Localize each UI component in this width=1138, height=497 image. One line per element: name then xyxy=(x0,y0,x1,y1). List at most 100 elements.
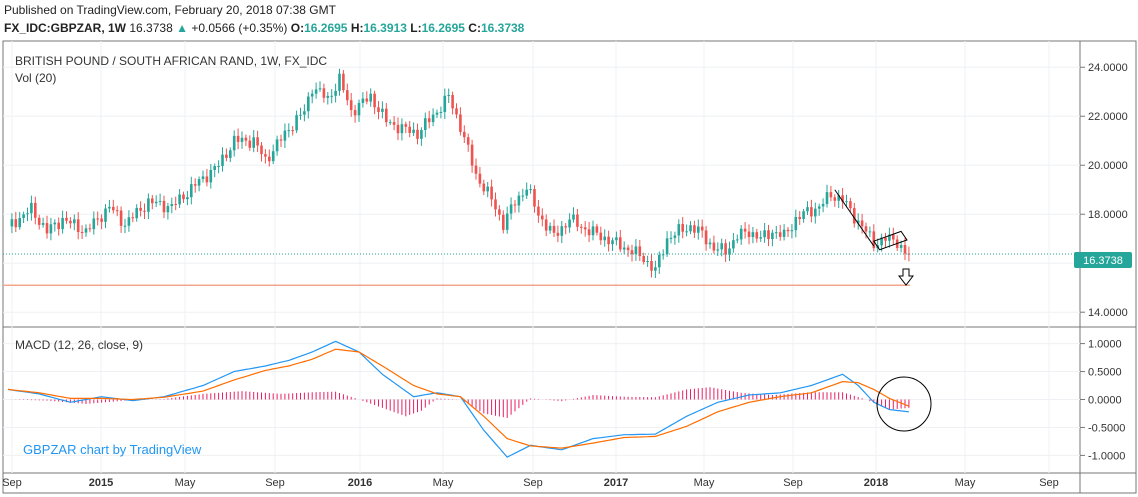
down-candle xyxy=(237,136,240,142)
down-candle xyxy=(65,218,68,221)
down-candle xyxy=(225,155,228,158)
down-candle xyxy=(713,243,716,251)
down-candle xyxy=(264,154,267,157)
up-candle xyxy=(272,151,275,161)
up-candle xyxy=(561,226,564,236)
down-candle xyxy=(479,174,482,184)
down-candle xyxy=(256,137,259,145)
up-candle xyxy=(334,91,337,96)
up-candle xyxy=(124,226,127,227)
up-candle xyxy=(814,209,817,217)
down-candle xyxy=(627,248,630,251)
up-candle xyxy=(900,245,903,248)
down-candle xyxy=(120,211,123,226)
down-candle xyxy=(81,232,84,233)
down-candle xyxy=(206,176,209,182)
up-candle xyxy=(147,198,150,211)
up-candle xyxy=(159,201,162,202)
up-candle xyxy=(315,89,318,93)
up-candle xyxy=(763,230,766,237)
up-candle xyxy=(128,217,131,225)
up-candle xyxy=(135,208,138,218)
down-candle xyxy=(514,204,517,205)
down-candle xyxy=(96,218,99,219)
down-candle xyxy=(865,226,868,231)
up-candle xyxy=(73,219,76,223)
down-candle xyxy=(705,230,708,244)
up-candle xyxy=(740,229,743,240)
down-candle xyxy=(748,232,751,237)
up-candle xyxy=(412,130,415,133)
down-candle xyxy=(245,138,248,141)
down-candle xyxy=(350,100,353,110)
last-price-tag-text: 16.3738 xyxy=(1083,255,1123,267)
up-candle xyxy=(186,197,189,199)
up-candle xyxy=(327,96,330,98)
down-candle xyxy=(498,209,501,214)
down-candle xyxy=(408,127,411,133)
macd-tick-label: 1.0000 xyxy=(1088,339,1122,351)
up-candle xyxy=(18,218,21,227)
price-series xyxy=(3,69,1080,285)
up-candle xyxy=(869,231,872,232)
up-candle xyxy=(284,131,287,141)
up-candle xyxy=(678,224,681,235)
up-candle xyxy=(190,184,193,197)
up-candle xyxy=(736,239,739,240)
down-candle xyxy=(533,189,536,207)
down-candle xyxy=(151,198,154,203)
up-candle xyxy=(299,115,302,116)
down-candle xyxy=(405,124,408,127)
down-candle xyxy=(69,221,72,223)
up-candle xyxy=(358,103,361,115)
up-candle xyxy=(213,166,216,170)
up-candle xyxy=(330,96,333,97)
time-tick-label: May xyxy=(175,477,196,489)
down-candle xyxy=(467,137,470,144)
up-candle xyxy=(506,214,509,230)
chart-frame xyxy=(3,41,1136,493)
down-candle xyxy=(377,107,380,112)
up-candle xyxy=(806,207,809,211)
up-candle xyxy=(759,237,762,238)
up-candle xyxy=(611,240,614,244)
up-candle xyxy=(221,155,224,166)
down-candle xyxy=(681,224,684,232)
down-candle xyxy=(416,130,419,139)
up-candle xyxy=(666,238,669,254)
up-candle xyxy=(529,189,532,190)
down-candle xyxy=(756,232,759,238)
down-candle xyxy=(451,95,454,108)
price-tick-label: 18.0000 xyxy=(1088,209,1128,221)
up-candle xyxy=(525,190,528,196)
watermark: GBPZAR chart by TradingView xyxy=(23,442,202,457)
up-candle xyxy=(319,88,322,89)
down-candle xyxy=(143,211,146,212)
down-candle xyxy=(163,201,166,212)
down-candle xyxy=(373,94,376,108)
time-tick-label: Sep xyxy=(783,477,803,489)
macd-tick-label: 0.0000 xyxy=(1088,395,1122,407)
time-tick-label: Sep xyxy=(1039,477,1059,489)
up-candle xyxy=(592,226,595,235)
up-candle xyxy=(432,115,435,123)
down-candle xyxy=(502,215,505,230)
down-candle xyxy=(701,227,704,231)
up-candle xyxy=(311,94,314,97)
up-candle xyxy=(11,219,14,226)
up-candle xyxy=(171,204,174,206)
price-tick-label: 14.0000 xyxy=(1088,307,1128,319)
down-candle xyxy=(77,219,80,232)
price-tick-label: 20.0000 xyxy=(1088,160,1128,172)
down-candle xyxy=(557,233,560,236)
up-candle xyxy=(217,166,220,167)
downtrend-line xyxy=(835,190,874,246)
up-candle xyxy=(783,230,786,237)
up-candle xyxy=(167,206,170,212)
time-tick-label: May xyxy=(955,477,976,489)
time-tick-label: Sep xyxy=(265,477,285,489)
down-candle xyxy=(291,130,294,131)
up-candle xyxy=(802,211,805,219)
down-candle xyxy=(884,238,887,241)
